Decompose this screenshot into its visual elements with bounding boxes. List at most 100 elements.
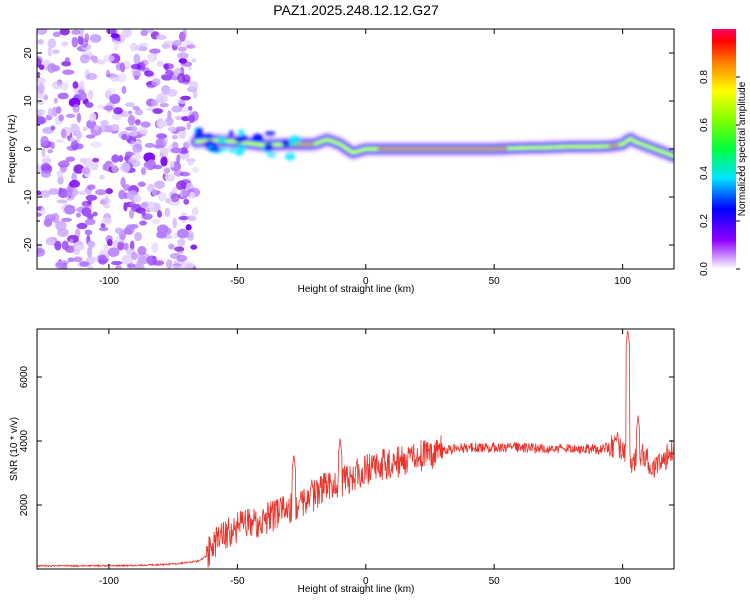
noise-blob [40, 206, 46, 215]
spectrogram-ytick-label: 10 [23, 95, 34, 107]
noise-blob [119, 63, 126, 73]
noise-blob [70, 123, 78, 128]
noise-blob [85, 101, 94, 108]
noise-blob [56, 199, 68, 204]
noise-blob [79, 91, 87, 101]
snr-xtick-label: 100 [614, 576, 631, 587]
noise-blob [71, 36, 79, 48]
noise-blob [56, 170, 64, 178]
spectrogram-xtick-label: -50 [230, 276, 245, 287]
noise-blob [37, 109, 46, 116]
spectrogram-ytick-label: -20 [23, 237, 34, 252]
noise-blob [106, 88, 116, 95]
snr-ytick-label: 4000 [19, 429, 30, 452]
noise-blob [92, 157, 100, 163]
noise-blob [128, 110, 133, 115]
noise-blob [148, 201, 155, 212]
colorbar-label: Normalized spectral amplitude [737, 81, 748, 216]
noise-blob [118, 154, 124, 163]
noise-blob [50, 125, 56, 131]
snr-frame [36, 328, 675, 570]
noise-blob [189, 191, 196, 199]
noise-blob [164, 174, 176, 182]
noise-blob [60, 81, 69, 91]
noise-blob [120, 162, 131, 173]
noise-blob [48, 188, 60, 195]
colorbar-gradient [712, 29, 736, 269]
noise-blob [135, 260, 147, 265]
noise-blob [84, 218, 96, 226]
noise-blob [87, 89, 94, 100]
noise-blob [145, 29, 155, 34]
noise-blob [185, 224, 192, 231]
noise-blob [86, 73, 98, 80]
noise-blob [79, 157, 87, 164]
spectrogram-xtick-label: 50 [489, 276, 501, 287]
noise-blob [87, 246, 93, 258]
noise-blob [177, 46, 187, 52]
noise-blob [61, 159, 68, 168]
noise-blob [151, 242, 159, 254]
spectrogram-ytick-label: -10 [23, 189, 34, 204]
noise-blob [103, 105, 114, 111]
noise-blob [75, 212, 82, 218]
noise-blob [84, 229, 93, 236]
noise-blob [182, 261, 194, 269]
noise-blob [164, 207, 171, 218]
noise-blob [67, 257, 75, 263]
noise-blob [65, 156, 76, 162]
snr-xtick-label: -50 [230, 576, 245, 587]
snr-ytick-label: 2000 [19, 493, 30, 516]
noise-blob [177, 238, 186, 247]
noise-blob [37, 162, 40, 168]
noise-blob [88, 240, 94, 250]
noise-blob [146, 84, 155, 89]
noise-blob [151, 218, 161, 224]
noise-blob [45, 237, 56, 246]
spectrogram-xtick-label: -100 [99, 276, 119, 287]
noise-blob [40, 170, 51, 178]
noise-blob [60, 128, 67, 139]
signal-blob [203, 133, 214, 140]
noise-blob [133, 53, 141, 65]
noise-blob [71, 29, 81, 35]
noise-blob [37, 190, 42, 196]
noise-blob [72, 103, 80, 114]
noise-blob [89, 33, 102, 43]
noise-blob [113, 107, 123, 115]
noise-blob [191, 166, 200, 174]
noise-blob [80, 38, 89, 48]
noise-blob [187, 65, 192, 71]
noise-blob [179, 171, 191, 177]
noise-blob [52, 49, 60, 54]
noise-blob [37, 39, 44, 45]
signal-blob [284, 151, 296, 161]
noise-blob [114, 227, 124, 234]
noise-blob [59, 29, 70, 36]
noise-blob [151, 99, 159, 107]
noise-blob [156, 210, 163, 218]
noise-blob [130, 125, 138, 132]
noise-blob [69, 238, 74, 244]
signal-blob [217, 135, 227, 144]
noise-blob [81, 167, 91, 175]
noise-blob [172, 264, 184, 269]
noise-blob [181, 189, 188, 199]
signal-track-core [608, 143, 619, 148]
colorbar-tick-label: 0.8 [699, 70, 710, 84]
noise-blob [76, 112, 82, 123]
noise-blob [109, 93, 121, 105]
snr-axes: -100 -50 0 50 100 2000 4000 6000 [19, 329, 674, 587]
noise-blob [47, 149, 53, 154]
noise-blob [72, 81, 79, 89]
noise-blob [51, 80, 63, 90]
noise-blob [111, 164, 118, 174]
noise-blob [170, 147, 182, 154]
noise-blob [110, 33, 120, 39]
noise-blob [43, 218, 53, 227]
noise-blob [129, 240, 135, 251]
signal-blob [264, 130, 276, 137]
noise-blob [135, 119, 141, 126]
noise-blob [165, 259, 173, 269]
noise-blob [155, 93, 168, 104]
